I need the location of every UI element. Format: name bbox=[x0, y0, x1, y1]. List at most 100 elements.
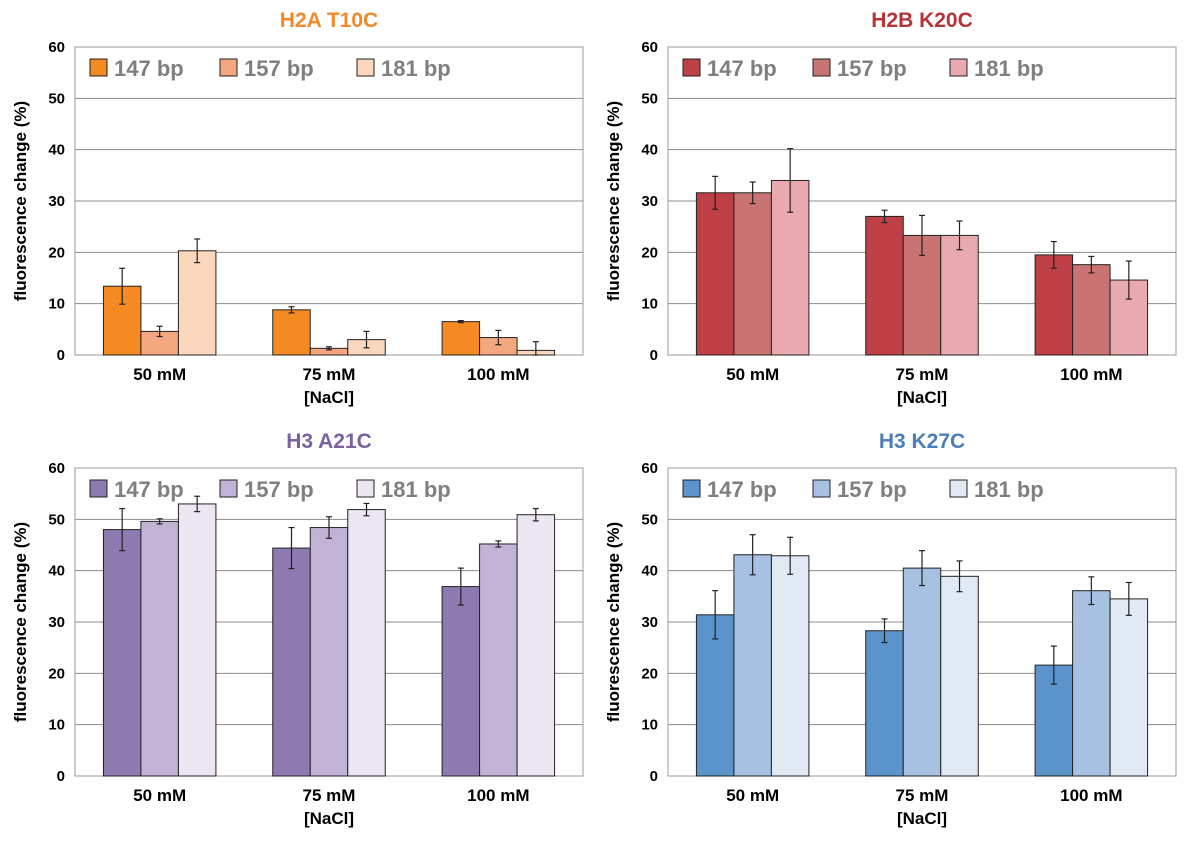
bar-147bp-100mM bbox=[441, 321, 481, 356]
legend-swatch bbox=[949, 58, 968, 77]
bar-157bp-75mM bbox=[902, 567, 942, 777]
x-tick-label: 75 mM bbox=[896, 365, 949, 384]
y-tick-label: 0 bbox=[57, 347, 65, 364]
bar-181bp-100mM bbox=[516, 514, 556, 777]
legend-label: 157 bp bbox=[244, 56, 314, 81]
legend-label: 157 bp bbox=[244, 477, 314, 502]
legend-label: 147 bp bbox=[707, 56, 777, 81]
y-tick-label: 60 bbox=[641, 460, 658, 477]
chart-h3a21: H3 A21C 0 10 20 30 40 50 60 fluorescence change … bbox=[11, 430, 584, 828]
legend-swatch bbox=[89, 58, 108, 77]
x-axis-label: [NaCl] bbox=[897, 809, 947, 828]
bar-147bp-50mM bbox=[102, 529, 142, 777]
chart-panel-h3a21: H3 A21C 0 10 20 30 40 50 60 fluorescence change … bbox=[0, 421, 593, 842]
y-tick-label: 10 bbox=[48, 296, 65, 313]
x-tick-label: 50 mM bbox=[726, 786, 779, 805]
bar-147bp-100mM bbox=[441, 586, 481, 777]
x-tick-label: 50 mM bbox=[133, 365, 186, 384]
y-tick-label: 0 bbox=[57, 768, 65, 785]
y-tick-label: 60 bbox=[48, 460, 65, 477]
y-tick-label: 30 bbox=[641, 614, 658, 631]
y-tick-label: 10 bbox=[641, 296, 658, 313]
legend-swatch bbox=[356, 58, 375, 77]
x-tick-label: 50 mM bbox=[133, 786, 186, 805]
legend-swatch bbox=[219, 479, 238, 498]
y-tick-label: 10 bbox=[641, 717, 658, 734]
chart-h2b: H2B K20C 0 10 20 30 40 50 60 fluorescence change… bbox=[604, 9, 1177, 407]
chart-h2a: H2A T10C 0 10 20 30 40 50 60 fluorescence change… bbox=[11, 9, 584, 407]
x-axis-label: [NaCl] bbox=[304, 809, 354, 828]
y-tick-label: 40 bbox=[48, 142, 65, 159]
chart-title: H3 K27C bbox=[879, 430, 965, 453]
y-tick-label: 20 bbox=[48, 244, 65, 261]
y-axis-label: fluorescence change (%) bbox=[11, 522, 30, 722]
y-tick-label: 30 bbox=[48, 614, 65, 631]
y-tick-label: 0 bbox=[650, 768, 658, 785]
bar-181bp-50mM bbox=[770, 555, 810, 777]
legend-label: 157 bp bbox=[837, 56, 907, 81]
bar-157bp-75mM bbox=[309, 527, 349, 777]
y-tick-label: 50 bbox=[48, 511, 65, 528]
y-tick-label: 50 bbox=[641, 90, 658, 107]
bar-181bp-50mM bbox=[177, 250, 217, 356]
y-axis-label: fluorescence change (%) bbox=[604, 522, 623, 722]
bar-157bp-100mM bbox=[1072, 264, 1111, 356]
legend-swatch bbox=[682, 479, 701, 498]
x-tick-label: 100 mM bbox=[467, 365, 529, 384]
chart-title: H2B K20C bbox=[871, 9, 973, 32]
x-tick-label: 100 mM bbox=[1060, 786, 1122, 805]
bar-181bp-75mM bbox=[940, 575, 979, 777]
y-tick-label: 40 bbox=[641, 563, 658, 580]
legend-label: 181 bp bbox=[381, 477, 451, 502]
x-tick-label: 100 mM bbox=[467, 786, 529, 805]
x-tick-label: 100 mM bbox=[1060, 365, 1122, 384]
bar-181bp-100mM bbox=[1109, 598, 1149, 777]
legend-label: 181 bp bbox=[974, 477, 1044, 502]
y-tick-label: 50 bbox=[641, 511, 658, 528]
x-tick-label: 75 mM bbox=[303, 786, 356, 805]
y-tick-label: 10 bbox=[48, 717, 65, 734]
x-axis-label: [NaCl] bbox=[897, 388, 947, 407]
y-tick-label: 30 bbox=[48, 193, 65, 210]
bar-181bp-75mM bbox=[347, 509, 386, 777]
legend-swatch bbox=[949, 479, 968, 498]
legend-swatch bbox=[356, 479, 375, 498]
legend-swatch bbox=[89, 479, 108, 498]
legend-swatch bbox=[682, 58, 701, 77]
y-tick-label: 0 bbox=[650, 347, 658, 364]
x-tick-label: 50 mM bbox=[726, 365, 779, 384]
y-tick-label: 40 bbox=[48, 563, 65, 580]
y-tick-label: 20 bbox=[48, 665, 65, 682]
bar-157bp-100mM bbox=[1072, 590, 1111, 777]
chart-h3k27: H3 K27C 0 10 20 30 40 50 60 fluorescence change … bbox=[604, 430, 1177, 828]
x-axis-label: [NaCl] bbox=[304, 388, 354, 407]
legend-swatch bbox=[219, 58, 238, 77]
y-tick-label: 20 bbox=[641, 244, 658, 261]
bar-181bp-75mM bbox=[940, 234, 979, 356]
y-tick-label: 30 bbox=[641, 193, 658, 210]
bar-157bp-50mM bbox=[140, 520, 179, 777]
bar-147bp-75mM bbox=[865, 630, 904, 777]
bar-147bp-75mM bbox=[272, 547, 311, 777]
bar-147bp-50mM bbox=[695, 192, 735, 356]
legend-label: 157 bp bbox=[837, 477, 907, 502]
legend-swatch bbox=[812, 58, 831, 77]
y-tick-label: 60 bbox=[48, 39, 65, 56]
legend-label: 181 bp bbox=[381, 56, 451, 81]
y-axis-label: fluorescence change (%) bbox=[11, 101, 30, 301]
chart-title: H2A T10C bbox=[280, 9, 378, 32]
bar-157bp-50mM bbox=[733, 554, 772, 777]
bar-157bp-100mM bbox=[479, 543, 518, 777]
chart-panel-h2b: H2B K20C 0 10 20 30 40 50 60 fluorescence change… bbox=[593, 0, 1186, 421]
x-tick-label: 75 mM bbox=[303, 365, 356, 384]
legend-label: 181 bp bbox=[974, 56, 1044, 81]
bar-157bp-50mM bbox=[733, 192, 772, 356]
bar-147bp-50mM bbox=[695, 614, 735, 777]
y-axis-label: fluorescence change (%) bbox=[604, 101, 623, 301]
x-tick-label: 75 mM bbox=[896, 786, 949, 805]
bar-181bp-50mM bbox=[177, 503, 217, 777]
y-tick-label: 60 bbox=[641, 39, 658, 56]
bar-147bp-100mM bbox=[1034, 254, 1074, 356]
y-tick-label: 50 bbox=[48, 90, 65, 107]
chart-title: H3 A21C bbox=[286, 430, 372, 453]
